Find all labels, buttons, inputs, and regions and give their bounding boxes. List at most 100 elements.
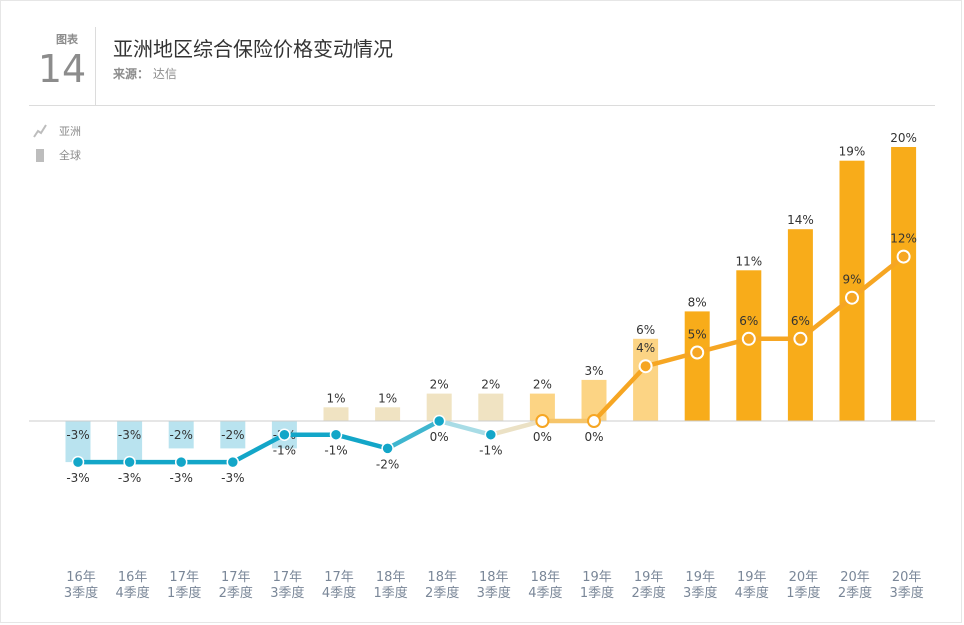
bar-global-16 — [891, 147, 917, 421]
x-tick-quarter-4: 3季度 — [270, 585, 304, 601]
point-label-asia-6: -2% — [376, 457, 399, 471]
bar-label-global-0: -3% — [66, 428, 89, 442]
x-tick-quarter-8: 3季度 — [477, 585, 511, 601]
line-asia-segment-7 — [436, 418, 494, 437]
x-tick-year-3: 17年 — [221, 570, 251, 585]
line-asia-segment-8 — [488, 418, 545, 437]
point-asia-10 — [587, 414, 601, 428]
bar-label-global-6: 1% — [378, 391, 397, 405]
line-asia-segment-12 — [694, 336, 752, 355]
x-tick-year-0: 16年 — [66, 570, 96, 585]
bar-global-5 — [323, 407, 349, 421]
point-asia-13 — [741, 331, 756, 346]
bar-global-0 — [65, 421, 91, 463]
bar-global-14 — [787, 229, 813, 421]
bar-label-global-11: 6% — [636, 323, 655, 337]
bar-global-6 — [375, 407, 401, 421]
x-tick-year-2: 17年 — [169, 570, 199, 585]
point-asia-8 — [484, 428, 498, 441]
x-tick-quarter-14: 1季度 — [786, 585, 820, 601]
point-label-asia-0: -3% — [66, 471, 89, 485]
point-label-asia-15: 9% — [842, 273, 861, 287]
point-asia-4 — [278, 428, 291, 441]
point-asia-2 — [174, 455, 188, 469]
line-chart-icon — [31, 123, 49, 139]
chart-number-block: 图表 14 — [29, 27, 96, 105]
point-asia-14 — [793, 331, 808, 346]
legend-label-line: 亚洲 — [59, 125, 81, 138]
line-asia-segment-15 — [849, 254, 906, 300]
point-asia-11 — [638, 359, 653, 374]
line-asia-segment-10 — [591, 363, 648, 424]
point-asia-0 — [71, 455, 85, 469]
x-tick-year-12: 19年 — [685, 570, 715, 585]
point-asia-16 — [896, 249, 911, 264]
point-label-asia-4: -1% — [273, 444, 296, 458]
chart-legend: 亚洲 全球 — [31, 121, 81, 169]
x-tick-year-15: 20年 — [840, 570, 870, 585]
point-label-asia-10: 0% — [584, 430, 603, 444]
bar-label-global-14: 14% — [787, 213, 814, 227]
x-tick-quarter-5: 4季度 — [322, 585, 356, 601]
bar-global-8 — [478, 393, 504, 421]
x-tick-quarter-16: 3季度 — [889, 585, 923, 601]
point-label-asia-7: 0% — [430, 430, 449, 444]
point-asia-1 — [123, 455, 136, 469]
bar-label-global-15: 19% — [839, 145, 866, 159]
line-asia-segment-3 — [230, 432, 287, 465]
chart-source: 来源： 达信 — [113, 65, 177, 82]
point-label-asia-2: -3% — [170, 471, 193, 485]
x-tick-year-9: 18年 — [531, 570, 561, 585]
x-tick-quarter-0: 3季度 — [64, 585, 98, 601]
bar-label-global-13: 11% — [735, 254, 762, 268]
x-tick-year-13: 19年 — [737, 570, 767, 585]
bar-global-1 — [117, 421, 143, 463]
point-label-asia-5: -1% — [324, 444, 347, 458]
point-asia-3 — [226, 455, 240, 469]
x-tick-year-8: 18年 — [479, 570, 509, 585]
bar-global-11 — [633, 338, 659, 421]
x-tick-quarter-3: 2季度 — [219, 585, 253, 601]
x-tick-year-16: 20年 — [892, 570, 922, 585]
point-label-asia-9: 0% — [533, 430, 552, 444]
x-tick-quarter-9: 4季度 — [528, 585, 562, 601]
point-asia-15 — [845, 290, 859, 305]
x-tick-quarter-15: 2季度 — [838, 585, 872, 601]
bar-label-global-12: 8% — [688, 295, 707, 309]
line-asia-segment-11 — [643, 350, 700, 369]
x-tick-quarter-1: 4季度 — [115, 585, 149, 601]
bar-global-12 — [684, 311, 710, 421]
x-tick-year-1: 16年 — [118, 570, 148, 585]
bar-label-global-16: 20% — [890, 131, 917, 145]
point-label-asia-12: 5% — [688, 328, 707, 342]
point-asia-9 — [535, 414, 550, 428]
x-tick-year-7: 18年 — [427, 570, 457, 585]
chart-header: 图表 14 亚洲地区综合保险价格变动情况 来源： 达信 — [29, 1, 935, 106]
chart-label: 图表 — [56, 33, 78, 46]
point-label-asia-13: 6% — [739, 314, 758, 328]
source-label: 来源： — [113, 67, 150, 81]
point-label-asia-8: -1% — [479, 444, 502, 458]
legend-item-bar: 全球 — [31, 145, 81, 165]
x-tick-quarter-13: 4季度 — [735, 585, 769, 601]
x-tick-year-11: 19年 — [634, 570, 664, 585]
x-tick-year-4: 17年 — [273, 570, 303, 585]
x-tick-quarter-2: 1季度 — [167, 585, 201, 601]
x-tick-year-5: 17年 — [324, 570, 354, 585]
point-asia-5 — [329, 428, 343, 441]
x-tick-quarter-7: 2季度 — [425, 585, 459, 601]
bar-label-global-10: 3% — [584, 364, 603, 378]
legend-label-bar: 全球 — [59, 149, 81, 162]
chart-number: 14 — [37, 47, 87, 91]
point-label-asia-3: -3% — [221, 471, 244, 485]
bar-label-global-8: 2% — [481, 378, 500, 392]
bar-label-global-5: 1% — [326, 391, 345, 405]
x-tick-year-6: 18年 — [376, 570, 406, 585]
bar-label-global-9: 2% — [533, 378, 552, 392]
point-label-asia-14: 6% — [791, 314, 810, 328]
bar-label-global-1: -3% — [118, 428, 141, 442]
bar-global-2 — [168, 421, 194, 449]
chart-title: 亚洲地区综合保险价格变动情况 — [113, 37, 393, 61]
